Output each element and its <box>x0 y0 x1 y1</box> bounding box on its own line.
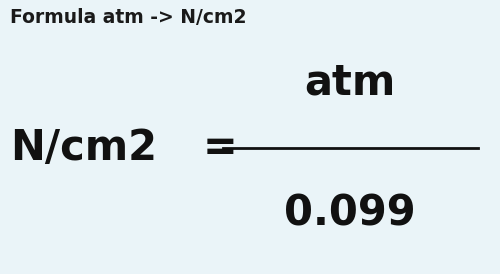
Text: =: = <box>202 127 237 169</box>
Text: atm: atm <box>304 61 396 103</box>
Text: N/cm2: N/cm2 <box>10 127 157 169</box>
Text: 0.099: 0.099 <box>284 193 416 235</box>
Text: Formula atm -> N/cm2: Formula atm -> N/cm2 <box>10 8 246 27</box>
